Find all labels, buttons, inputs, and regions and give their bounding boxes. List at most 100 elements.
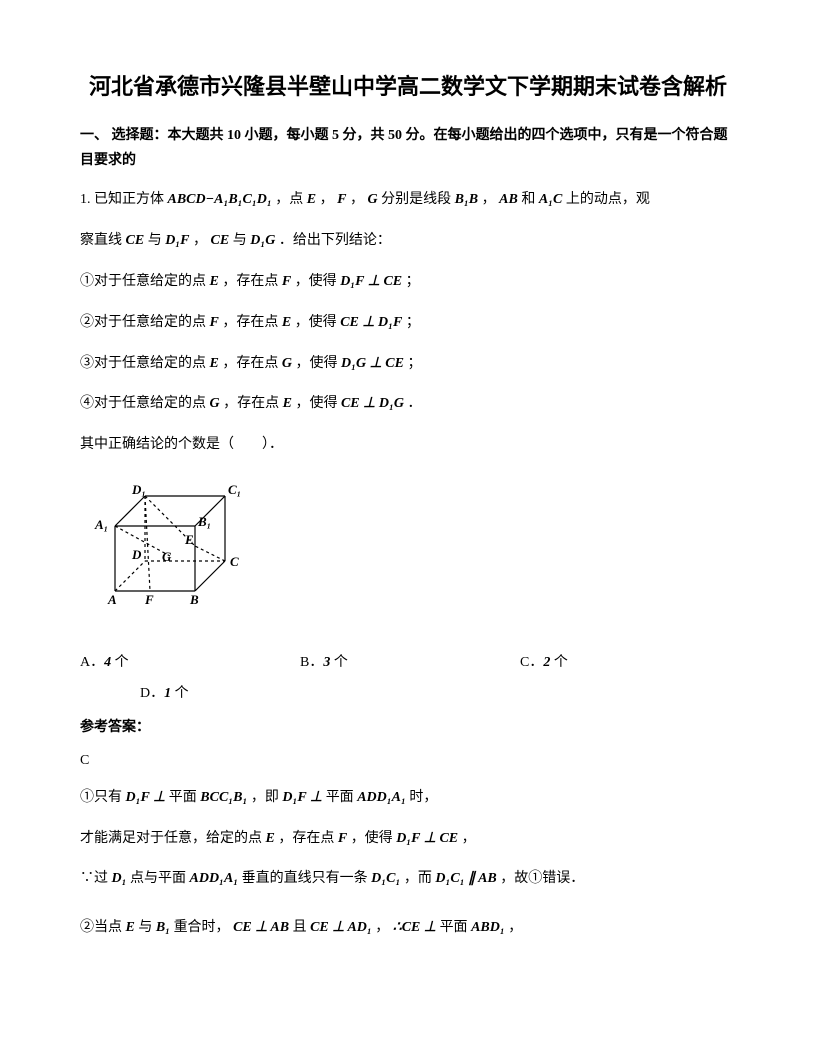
label-a1: A₁ (94, 517, 108, 532)
text: ∵过 (80, 871, 108, 886)
math-g: G (367, 192, 377, 207)
text: ，点 (275, 192, 303, 207)
text: ②当点 (80, 920, 122, 935)
explanation-line-2: 才能满足对于任意，给定的点 E ，存在点 F ，使得 D₁F ⊥ CE ， (80, 824, 736, 855)
text: ． (407, 396, 421, 411)
text: 与 (148, 233, 166, 248)
text: 时， (409, 790, 437, 805)
text: ．给出下列结论： (279, 233, 391, 248)
math-ab: AB (499, 192, 518, 207)
explanation-line-1: ①只有 D₁F ⊥ 平面 BCC₁B₁ ，即 D₁F ⊥ 平面 ADD₁A₁ 时… (80, 783, 736, 814)
text: 平面 (169, 790, 201, 805)
math-perp: D₁G ⊥ CE (341, 356, 404, 371)
label-c: C (230, 554, 239, 569)
text: 平面 (440, 920, 472, 935)
math: BCC₁B₁ (200, 790, 247, 805)
text: 上的动点，观 (566, 192, 650, 207)
label-c1: C₁ (228, 482, 241, 497)
math-e: E (282, 315, 291, 330)
question-1-line2: 察直线 CE 与 D₁F ， CE 与 D₁G ．给出下列结论： (80, 226, 736, 257)
text: ，使得 (295, 274, 337, 289)
math-f: F (337, 192, 346, 207)
text: ，存在点 (222, 356, 278, 371)
text: ，故①错误． (500, 871, 584, 886)
text: 与 (233, 233, 251, 248)
math: D₁F ⊥ (282, 790, 322, 805)
math-dg: D₁G (250, 233, 275, 248)
text: ，使得 (295, 396, 337, 411)
math-perp: CE ⊥ D₁F (340, 315, 402, 330)
label-d1: D₁ (131, 482, 146, 497)
text: 平面 (326, 790, 358, 805)
conclusion-prompt: 其中正确结论的个数是（ ）． (80, 430, 736, 461)
explanation-line-4: ②当点 E 与 B₁ 重合时， CE ⊥ AB 且 CE ⊥ AD₁ ， ∴CE… (80, 913, 736, 944)
math: D₁ (112, 871, 127, 886)
text: ； (407, 356, 421, 371)
text: ， (320, 192, 334, 207)
label-d: D (131, 547, 142, 562)
text: ，存在点 (223, 396, 279, 411)
text: ②对于任意给定的点 (80, 315, 206, 330)
math-perp: D₁F ⊥ CE (340, 274, 402, 289)
math-ce: CE (211, 233, 230, 248)
text: ①对于任意给定的点 (80, 274, 206, 289)
math: ∴CE ⊥ (393, 920, 436, 935)
math-e: E (307, 192, 316, 207)
explanation-line-3: ∵过 D₁ 点与平面 ADD₁A₁ 垂直的直线只有一条 D₁C₁ ，而 D₁C₁… (80, 864, 736, 895)
math-cube: ABCD−A₁B₁C₁D₁ (168, 192, 272, 207)
text: ， (350, 192, 364, 207)
math-ac: A₁C (539, 192, 563, 207)
math: D₁C₁ (371, 871, 400, 886)
text: ，存在点 (222, 274, 278, 289)
math-g: G (210, 396, 220, 411)
text: 点与平面 (130, 871, 190, 886)
text: ，而 (404, 871, 432, 886)
option-a: A．4 个 (80, 650, 300, 675)
math-e: E (126, 920, 135, 935)
option-b: B．3 个 (300, 650, 520, 675)
math-f: F (210, 315, 219, 330)
text: ，使得 (351, 831, 393, 846)
math-e: E (266, 831, 275, 846)
text: ，存在点 (278, 831, 334, 846)
text: ， (508, 920, 522, 935)
text: 个 (550, 655, 568, 670)
text: A． (80, 655, 104, 670)
text: 个 (111, 655, 129, 670)
text: C． (520, 655, 543, 670)
page-title: 河北省承德市兴隆县半壁山中学高二数学文下学期期末试卷含解析 (80, 70, 736, 103)
math: D₁C₁ ∥ AB (435, 871, 496, 886)
math-e: E (210, 356, 219, 371)
text: ，使得 (295, 315, 337, 330)
math-f: F (282, 274, 291, 289)
text: 个 (171, 686, 189, 701)
text: ， (482, 192, 496, 207)
text: ，存在点 (222, 315, 278, 330)
options-row: A．4 个 B．3 个 C．2 个 (80, 650, 736, 675)
question-1-line1: 1. 已知正方体 ABCD−A₁B₁C₁D₁ ，点 E ， F ， G 分别是线… (80, 185, 736, 216)
label-g: G (162, 549, 172, 564)
math-e: E (283, 396, 292, 411)
math: ABD₁ (471, 920, 505, 935)
answer-label: 参考答案： (80, 715, 736, 740)
option-c: C．2 个 (520, 650, 670, 675)
text: 察直线 (80, 233, 122, 248)
math-g: G (282, 356, 292, 371)
text: 和 (521, 192, 539, 207)
label-a: A (107, 592, 117, 607)
math-e: E (210, 274, 219, 289)
text: ④对于任意给定的点 (80, 396, 206, 411)
text: 且 (293, 920, 311, 935)
math-f: F (338, 831, 347, 846)
text: ，即 (251, 790, 283, 805)
text: ， (462, 831, 476, 846)
text: D． (140, 686, 164, 701)
text: 垂直的直线只有一条 (242, 871, 368, 886)
math: ADD₁A₁ (357, 790, 406, 805)
text: ； (406, 315, 420, 330)
text: ①只有 (80, 790, 122, 805)
math: CE ⊥ AD₁ (310, 920, 372, 935)
statement-1: ①对于任意给定的点 E ，存在点 F ，使得 D₁F ⊥ CE ； (80, 267, 736, 298)
statement-2: ②对于任意给定的点 F ，存在点 E ，使得 CE ⊥ D₁F ； (80, 308, 736, 339)
math: B₁ (156, 920, 170, 935)
